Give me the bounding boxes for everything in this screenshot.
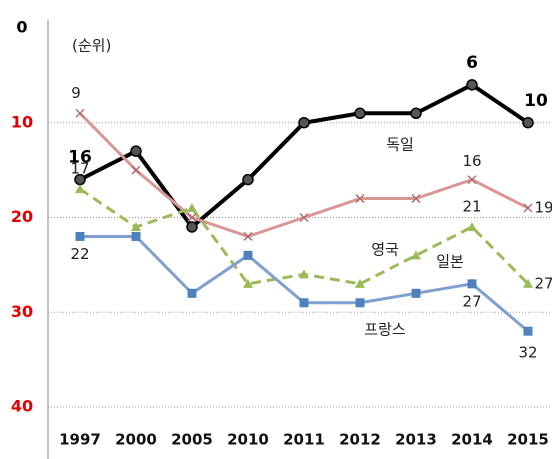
value-label: 9 — [71, 84, 81, 102]
value-label: 10 — [524, 91, 548, 111]
point — [523, 203, 533, 213]
point — [355, 278, 365, 288]
point — [411, 250, 421, 260]
series-label: 영국 — [371, 241, 399, 259]
point — [522, 117, 534, 129]
point — [466, 79, 478, 91]
x-tick-label: 2010 — [227, 431, 269, 449]
point — [523, 278, 533, 288]
point — [242, 173, 254, 186]
x-tick-label: 1997 — [59, 431, 101, 449]
x-tick-label: 2005 — [171, 431, 213, 449]
value-label: 16 — [462, 152, 481, 170]
point — [467, 279, 477, 289]
point — [467, 175, 477, 185]
point — [131, 165, 141, 175]
point — [354, 107, 366, 120]
point — [411, 194, 421, 204]
point — [355, 194, 365, 204]
value-label: 17 — [70, 160, 89, 178]
series-label: 프랑스 — [364, 321, 406, 339]
point — [243, 231, 253, 241]
point — [187, 288, 197, 298]
point — [298, 117, 310, 129]
y-tick-label: 40 — [11, 397, 33, 416]
point — [243, 250, 253, 260]
series-label: 일본 — [436, 253, 464, 271]
point — [467, 221, 477, 231]
x-tick-label: 2015 — [507, 431, 549, 449]
point — [299, 298, 309, 308]
x-tick-label: 2012 — [339, 431, 381, 449]
point — [131, 231, 141, 241]
series-label: 독일 — [386, 136, 414, 154]
x-tick-label: 2014 — [451, 431, 493, 449]
point — [410, 107, 422, 120]
y-tick-label: 10 — [11, 112, 33, 131]
value-label: 21 — [462, 197, 481, 215]
point — [411, 288, 421, 298]
point — [187, 212, 197, 223]
value-label: 22 — [70, 245, 89, 263]
point — [299, 212, 309, 223]
point — [243, 278, 253, 288]
point — [523, 326, 533, 336]
point — [186, 221, 198, 233]
point — [299, 269, 309, 279]
x-tick-label: 2011 — [283, 431, 325, 449]
x-tick-label: 2000 — [115, 431, 157, 449]
point — [131, 221, 141, 231]
x-tick-label: 2013 — [395, 431, 437, 449]
value-label: 27 — [534, 274, 552, 292]
value-label: 27 — [462, 292, 481, 310]
point — [187, 203, 197, 213]
value-label: 19 — [534, 199, 552, 217]
point — [75, 184, 85, 194]
point — [355, 298, 365, 308]
value-label: 6 — [466, 53, 478, 73]
value-label: 32 — [518, 344, 537, 362]
y-tick-label: 20 — [11, 207, 33, 226]
y-tick-label: 30 — [11, 302, 33, 321]
point — [75, 108, 85, 118]
y-axis-label: (순위) — [72, 37, 111, 55]
y-tick-label: 0 — [16, 18, 27, 37]
point — [75, 231, 85, 241]
point — [130, 145, 142, 157]
value-label: 16 — [68, 148, 92, 168]
